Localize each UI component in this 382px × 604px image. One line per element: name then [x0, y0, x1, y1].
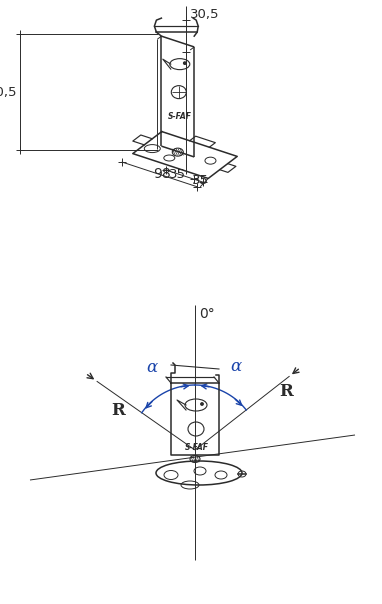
- Text: R: R: [279, 383, 293, 400]
- Text: α: α: [146, 359, 158, 376]
- Circle shape: [201, 403, 203, 405]
- Text: 30,5: 30,5: [190, 8, 219, 21]
- Text: 0°: 0°: [199, 307, 215, 321]
- Text: S-FAF: S-FAF: [185, 443, 209, 452]
- Text: 30,5: 30,5: [0, 86, 17, 98]
- Text: 35: 35: [192, 174, 209, 187]
- Text: 35: 35: [169, 167, 186, 181]
- Circle shape: [184, 62, 186, 65]
- Text: S-FAF: S-FAF: [168, 112, 192, 121]
- Text: α: α: [230, 358, 241, 375]
- Text: R: R: [111, 402, 125, 419]
- Text: 98: 98: [153, 167, 170, 181]
